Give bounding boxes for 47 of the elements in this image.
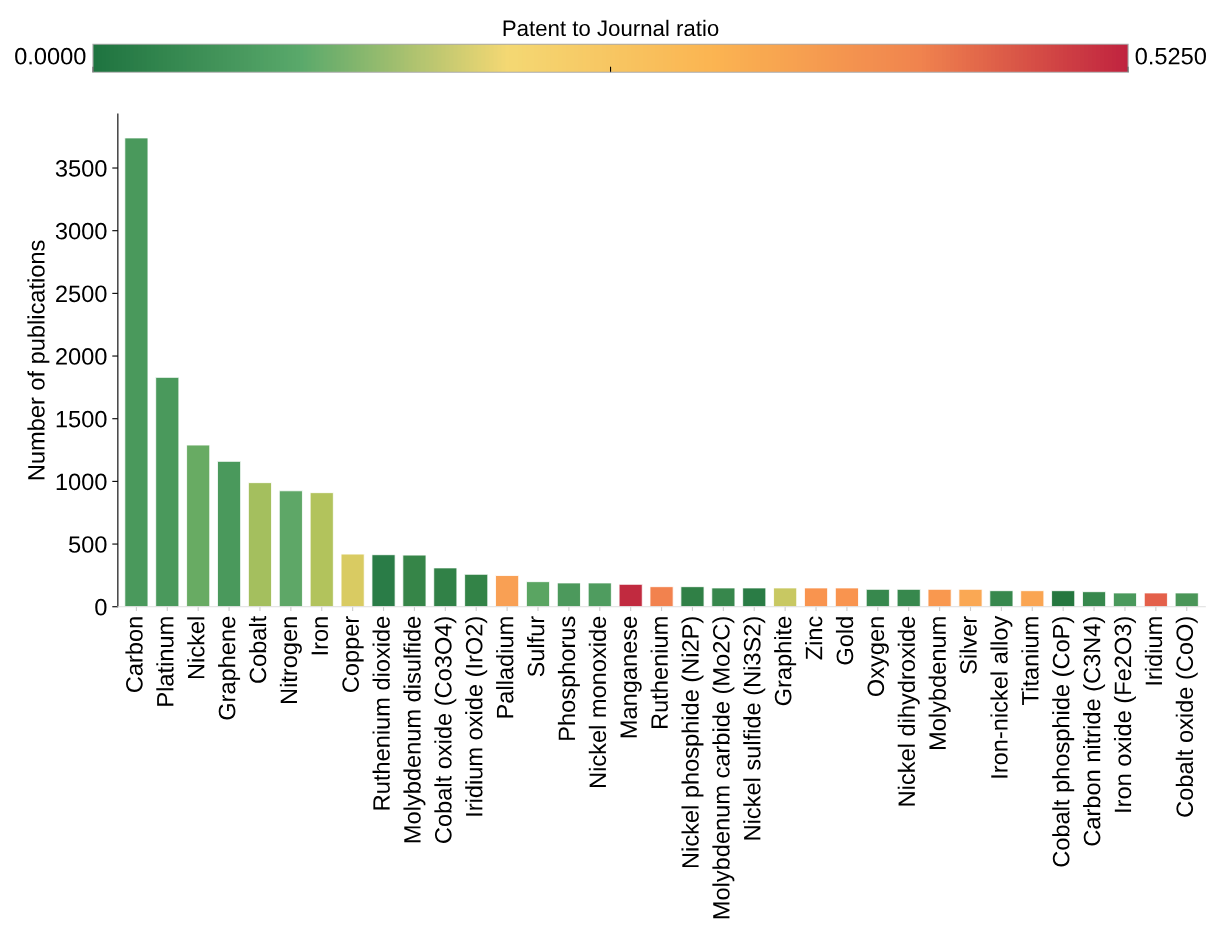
y-tick-label: 2000 xyxy=(56,348,107,365)
x-tick-label: Graphite xyxy=(774,616,797,706)
x-tick-label: Molybdenum xyxy=(928,617,951,749)
x-tick-label: Nickel dihydroxide xyxy=(897,616,920,806)
x-tick-label: Iron xyxy=(311,617,329,655)
color-bar-title: Patent to Journal ratio xyxy=(503,19,719,37)
x-tick-label: Sulfur xyxy=(526,616,545,677)
y-tick-label: 0 xyxy=(95,598,107,616)
x-tick-label: Iron oxide (Fe2O3) xyxy=(1113,617,1136,812)
x-tick-label: Ruthenium dioxide xyxy=(372,616,390,810)
x-tick-label: Carbon nitride (C3N4) xyxy=(1083,617,1106,846)
x-tick-label: Oxygen xyxy=(867,617,889,697)
x-tick-label: Cobalt phosphide (CoP) xyxy=(1052,617,1075,867)
y-axis-title: Number of publications xyxy=(27,240,50,480)
x-tick-label: Gold xyxy=(835,617,854,665)
x-tick-label: Zinc xyxy=(805,616,823,660)
x-tick-label: Nickel sulfide (Ni3S2) xyxy=(743,617,766,840)
x-tick-label: Molybdenum disulfide xyxy=(403,616,426,843)
x-tick-label: Platinum xyxy=(156,617,174,706)
x-tick-label: Graphene xyxy=(218,616,241,720)
x-tick-label: Cobalt xyxy=(248,615,267,683)
x-tick-label: Cobalt oxide (CoO) xyxy=(1175,617,1198,817)
y-tick-label: 1000 xyxy=(56,473,107,491)
x-tick-label: Molybdenum carbide (Mo2C) xyxy=(712,617,735,919)
y-tick-label: 500 xyxy=(68,536,107,553)
x-tick-label: Iridium oxide (IrO2) xyxy=(465,617,488,816)
x-tick-label: Nickel xyxy=(187,617,205,679)
x-tick-label: Nickel monoxide xyxy=(588,616,607,788)
x-tick-label: Cobalt oxide (Co3O4) xyxy=(434,617,457,843)
x-tick-label: Titanium xyxy=(1021,617,1039,705)
x-tick-label: Nitrogen xyxy=(279,617,302,704)
x-tick-label: Nickel phosphide (Ni2P) xyxy=(681,617,704,868)
y-tick-label: 3500 xyxy=(55,160,107,177)
x-tick-label: Iron-nickel alloy xyxy=(990,615,1013,778)
y-tick-label: 3000 xyxy=(55,222,107,240)
y-tick-label: 2500 xyxy=(56,285,107,303)
x-tick-label: Iridium xyxy=(1144,617,1163,685)
y-tick-label: 1500 xyxy=(56,410,107,428)
x-tick-label: Carbon xyxy=(125,617,143,692)
x-tick-label: Phosphorus xyxy=(557,616,580,740)
x-tick-label: Manganese xyxy=(620,616,642,738)
x-tick-label: Silver xyxy=(959,616,977,674)
color-bar-label: 0.5250 xyxy=(1135,47,1206,65)
x-tick-label: Ruthenium xyxy=(650,617,668,728)
x-tick-label: Copper xyxy=(342,616,364,692)
x-tick-label: Palladium xyxy=(496,617,514,718)
color-bar-label: 0.0000 xyxy=(15,47,86,65)
